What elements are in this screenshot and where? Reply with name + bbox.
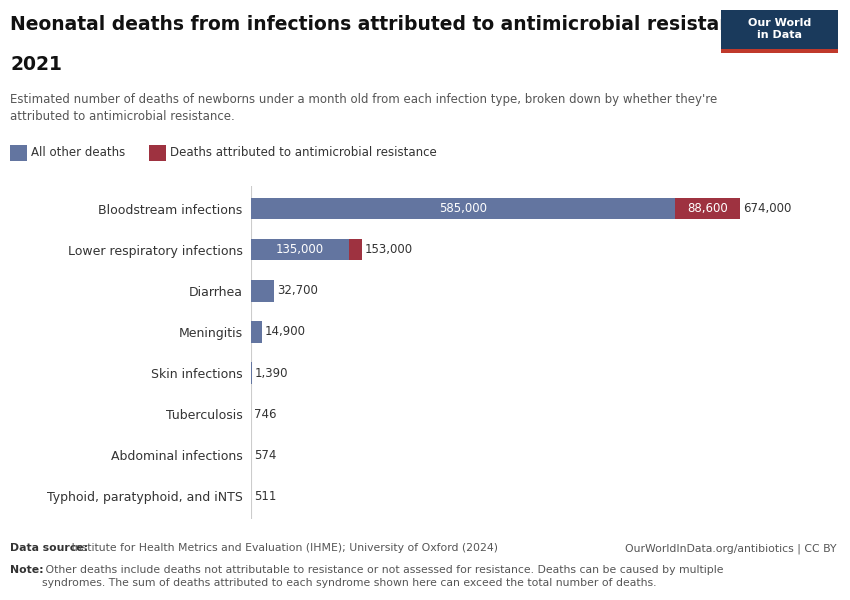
Bar (251, 198, 676, 219)
Text: Note:: Note: (10, 565, 44, 575)
Text: Our World
in Data: Our World in Data (748, 17, 811, 40)
Bar (251, 321, 262, 343)
Bar (251, 362, 252, 384)
Text: Neonatal deaths from infections attributed to antimicrobial resistance,: Neonatal deaths from infections attribut… (10, 15, 763, 34)
Text: 585,000: 585,000 (439, 202, 487, 215)
Text: 2021: 2021 (10, 55, 62, 74)
Bar (676, 198, 740, 219)
Text: Deaths attributed to antimicrobial resistance: Deaths attributed to antimicrobial resis… (170, 146, 437, 160)
Text: 511: 511 (254, 490, 276, 503)
Bar (251, 239, 348, 260)
Text: 153,000: 153,000 (365, 243, 413, 256)
Text: Estimated number of deaths of newborns under a month old from each infection typ: Estimated number of deaths of newborns u… (10, 93, 717, 123)
Bar (251, 280, 275, 302)
Text: OurWorldInData.org/antibiotics | CC BY: OurWorldInData.org/antibiotics | CC BY (625, 543, 836, 553)
Text: 88,600: 88,600 (688, 202, 728, 215)
Bar (348, 239, 362, 260)
Text: 674,000: 674,000 (743, 202, 791, 215)
Text: 746: 746 (254, 407, 277, 421)
Text: All other deaths: All other deaths (31, 146, 126, 160)
Text: 1,390: 1,390 (255, 367, 288, 380)
Text: Data source:: Data source: (10, 543, 88, 553)
Text: 135,000: 135,000 (275, 243, 324, 256)
Text: 32,700: 32,700 (277, 284, 318, 298)
Text: 574: 574 (254, 449, 276, 462)
Text: Other deaths include deaths not attributable to resistance or not assessed for r: Other deaths include deaths not attribut… (42, 565, 724, 589)
Text: Institute for Health Metrics and Evaluation (IHME); University of Oxford (2024): Institute for Health Metrics and Evaluat… (68, 543, 498, 553)
Text: 14,900: 14,900 (264, 325, 305, 338)
